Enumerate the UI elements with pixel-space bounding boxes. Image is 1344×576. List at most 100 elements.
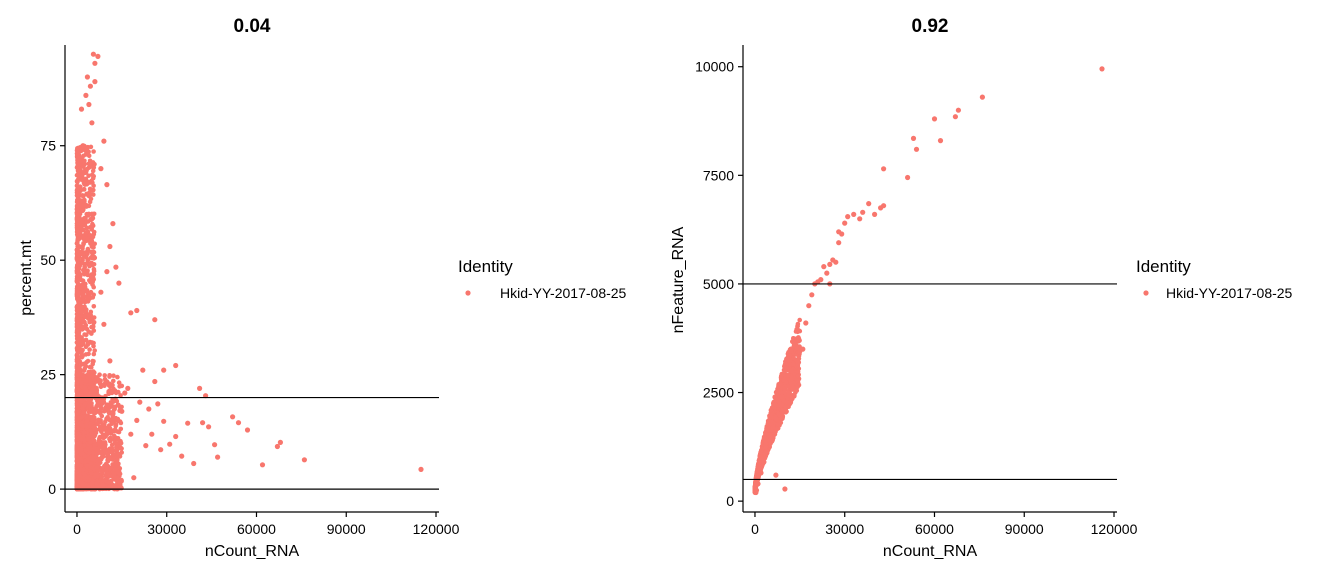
data-point [75, 208, 81, 213]
data-point [83, 387, 89, 393]
data-point [113, 466, 118, 472]
data-point [74, 199, 80, 205]
data-point [790, 362, 796, 367]
data-point [1099, 66, 1105, 72]
data-point [143, 443, 149, 449]
data-point [781, 377, 786, 383]
data-point [79, 458, 84, 464]
data-point [931, 116, 938, 122]
data-point [77, 364, 82, 370]
x-axis-title: nCount_RNA [883, 543, 978, 560]
data-point [74, 463, 80, 469]
data-point [795, 363, 801, 369]
data-point [109, 449, 115, 455]
data-point [140, 367, 146, 373]
data-point [80, 278, 86, 284]
data-point [767, 413, 773, 418]
data-point [89, 249, 94, 255]
data-point [75, 277, 81, 283]
data-point [106, 480, 112, 486]
data-point [179, 453, 185, 459]
nfeature-panel: 0.92 0 30000 60000 90000 120000 0 2500 5000 750… [670, 16, 1293, 560]
data-point [88, 421, 93, 427]
data-point [75, 148, 80, 154]
data-point [786, 358, 792, 364]
data-point [115, 374, 120, 380]
data-point [87, 263, 92, 269]
data-point [794, 326, 800, 333]
data-point [79, 225, 84, 231]
data-point [860, 209, 866, 215]
data-point [91, 359, 96, 364]
x-tick-label: 60000 [237, 521, 276, 537]
data-point [91, 304, 97, 309]
data-point [78, 463, 84, 469]
data-point [83, 216, 88, 221]
data-point [878, 205, 884, 211]
data-point [910, 135, 917, 141]
data-point [128, 310, 134, 316]
data-point [173, 433, 179, 440]
y-tick-label: 2500 [703, 385, 734, 401]
x-tick-label: 30000 [147, 521, 186, 537]
data-point [116, 280, 122, 286]
data-point [418, 466, 424, 472]
data-point [88, 461, 94, 466]
data-point [82, 332, 87, 337]
legend-label: Hkid-YY-2017-08-25 [1166, 285, 1293, 301]
data-point [105, 415, 110, 420]
data-point [74, 241, 80, 246]
data-point [75, 321, 80, 326]
data-point [134, 307, 140, 314]
data-point [111, 373, 116, 379]
data-point [90, 176, 96, 181]
data-point [79, 380, 84, 386]
data-point [81, 186, 87, 192]
data-point [789, 383, 795, 388]
data-point [80, 246, 85, 251]
y-axis-ticks: 0 2500 5000 7500 10000 [695, 59, 743, 509]
data-point [91, 284, 96, 290]
data-point [77, 253, 82, 258]
data-point [78, 447, 84, 453]
data-point [206, 424, 212, 430]
data-point [125, 385, 131, 391]
data-point [84, 359, 89, 365]
data-point [158, 447, 164, 453]
data-point [795, 373, 801, 379]
data-point [827, 261, 833, 267]
data-point [117, 419, 123, 424]
data-point [119, 446, 124, 451]
data-point [87, 450, 92, 456]
data-point [212, 442, 218, 448]
data-point [83, 486, 89, 491]
data-point [118, 393, 123, 398]
data-point [134, 417, 140, 423]
data-point [770, 424, 776, 430]
data-point [88, 196, 94, 202]
data-point [757, 465, 762, 470]
data-point [78, 391, 84, 397]
data-point [81, 271, 87, 277]
data-point [92, 472, 97, 477]
data-point [952, 114, 959, 120]
data-point [881, 166, 887, 172]
data-point [301, 457, 307, 463]
data-point [785, 384, 791, 389]
data-point [78, 290, 83, 296]
threshold-lines [743, 283, 1117, 481]
y-tick-label: 0 [726, 493, 734, 509]
data-point [79, 422, 85, 428]
data-point [89, 120, 95, 126]
data-point [79, 193, 84, 198]
data-point [81, 305, 86, 310]
data-point [98, 289, 104, 295]
data-point [85, 475, 90, 480]
data-point [786, 390, 791, 396]
data-point [107, 374, 112, 379]
data-point [773, 416, 779, 422]
chart-title: 0.92 [912, 16, 949, 37]
data-point [773, 472, 779, 478]
data-point [88, 289, 94, 295]
data-point [79, 466, 84, 472]
